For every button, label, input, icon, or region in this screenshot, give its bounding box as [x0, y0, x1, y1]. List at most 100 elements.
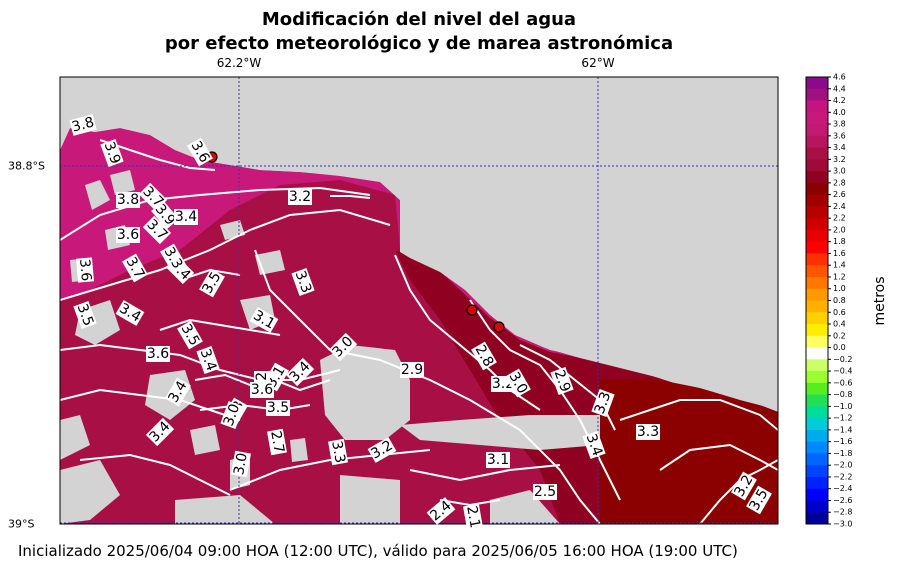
lon-tick-62w: 62°W: [581, 56, 615, 70]
contour-label-background: [486, 452, 510, 468]
contour-label-text: 3.4: [583, 432, 606, 458]
colorbar-swatch: [806, 465, 828, 478]
station-marker-2[interactable]: [466, 304, 478, 316]
contour-label: 3.0: [231, 450, 251, 478]
contour-label-background: [145, 417, 175, 447]
contour-label: 3.3: [636, 424, 660, 440]
colorbar-tick-label: 0.2: [833, 331, 846, 340]
title-line-2: por efecto meteorológico y de marea astr…: [164, 33, 674, 54]
colorbar-tick-label: −0.8: [833, 390, 852, 399]
contour-label-background: [400, 362, 424, 378]
contour-label: 3.8: [116, 192, 140, 208]
colorbar-tick-label: 2.8: [833, 178, 846, 187]
contour-label-background: [196, 345, 220, 375]
colorbar-swatch: [806, 229, 828, 243]
colorbar-tick-label: −2.0: [833, 461, 852, 470]
contour-label-text: 2.5: [534, 484, 556, 500]
contour-label: 3.3: [591, 388, 615, 418]
contour-label-text: 3.0: [221, 402, 244, 428]
contour-label: 3.5: [266, 400, 290, 416]
contour-label-background: [463, 503, 483, 531]
colorbar-tick-label: −1.0: [833, 402, 852, 411]
colorbar-tick-label: −2.2: [833, 472, 852, 481]
colorbar-tick-label: 0.4: [833, 320, 846, 329]
map-frame: [59, 76, 779, 525]
colorbar-swatch: [806, 276, 828, 290]
contour-label-background: [177, 320, 203, 350]
colorbar-tick-label: −1.8: [833, 449, 852, 458]
colorbar-swatch: [806, 124, 828, 137]
colorbar-tick-label: 2.2: [833, 214, 846, 223]
colorbar-label: metros: [872, 276, 888, 326]
contour-label-text: 3.1: [487, 452, 509, 468]
colorbar-swatch: [806, 88, 828, 102]
contour-label: 2.9: [400, 362, 424, 378]
contour-label-background: [73, 300, 97, 330]
contour-label-text: 2.9: [551, 368, 574, 394]
contour-label: 3.6: [250, 382, 274, 398]
colorbar-swatch: [806, 265, 828, 278]
colorbar-swatch: [806, 324, 828, 337]
colorbar-swatch: [806, 476, 828, 490]
station-marker-3[interactable]: [493, 321, 505, 333]
lat-tick-38-8s: 38.8°S: [8, 159, 45, 173]
contour-label-background: [285, 357, 315, 387]
contour-label-text: 3.3: [637, 424, 659, 440]
colorbar-tick-label: −3.0: [833, 520, 852, 529]
colorbar-tick-label: 2.6: [833, 190, 846, 199]
title-line-1: Modificación del nivel del agua: [261, 9, 577, 30]
colorbar-tick-label: 3.0: [833, 167, 846, 176]
colorbar-swatch: [806, 394, 828, 407]
colorbar-tick-label: −2.4: [833, 484, 852, 493]
contour-label-background: [116, 227, 140, 243]
colorbar-tick-label: 3.2: [833, 155, 846, 164]
contour-label-text: 3.4: [175, 209, 197, 225]
colorbar-swatch: [806, 312, 828, 325]
colorbar-swatch: [806, 194, 828, 207]
colorbar-swatch: [806, 453, 828, 466]
contour-label: 2.7: [267, 428, 287, 456]
contour-label-text: 3.2: [289, 189, 311, 205]
lat-tick-39s: 39°S: [8, 517, 35, 531]
colorbar-swatch: [806, 429, 828, 443]
contour-label-background: [220, 400, 244, 430]
colorbar-swatch: [806, 288, 828, 301]
colorbar-tick-label: 0.8: [833, 296, 846, 305]
colorbar-tick-label: −1.6: [833, 437, 852, 446]
contour-label-background: [69, 114, 97, 136]
colorbar-tick-label: 1.6: [833, 249, 846, 258]
colorbar: 4.6 4.4 4.2 4.0 3.8 3.6 3.4 3.2 3.0 2.8 2.6 2.4 2.2 2…: [805, 73, 852, 529]
colorbar-tick-label: 1.2: [833, 272, 846, 281]
contour-label-background: [250, 382, 274, 398]
colorbar-swatch: [806, 488, 828, 501]
contour-label: 2.9: [550, 366, 574, 396]
colorbar-tick-label: 1.0: [833, 284, 846, 293]
colorbar-swatch: [806, 347, 828, 360]
colorbar-swatch: [806, 441, 828, 454]
colorbar-tick-label: −2.8: [833, 508, 852, 517]
colorbar-tick-label: −1.4: [833, 425, 852, 434]
colorbar-swatch: [806, 218, 828, 231]
colorbar-tick-label: 1.8: [833, 237, 846, 246]
colorbar-swatch: [806, 206, 828, 219]
contour-label: 3.0: [220, 400, 244, 430]
contour-label-text: 2.1: [463, 505, 483, 530]
colorbar-swatch: [806, 300, 828, 313]
contour-label-background: [731, 471, 757, 501]
colorbar-swatch: [806, 100, 828, 113]
validity-footer: Inicializado 2025/06/04 09:00 HOA (12:00…: [18, 542, 738, 560]
contour-label-background: [116, 192, 140, 208]
contour-label: 3.4: [196, 345, 220, 375]
contour-label: 3.3: [328, 438, 348, 466]
contour-label-background: [174, 209, 198, 225]
colorbar-swatch: [806, 171, 828, 184]
contour-label-text: 2.9: [401, 362, 423, 378]
contour-label: 3.4: [174, 209, 198, 225]
colorbar-tick-label: 0.6: [833, 308, 846, 317]
colorbar-tick-label: −0.2: [833, 355, 852, 364]
contour-label-background: [142, 215, 172, 245]
colorbar-swatch: [806, 112, 828, 125]
colorbar-swatch: [806, 241, 828, 254]
contour-label-text: 3.4: [197, 347, 220, 373]
contour-label-background: [505, 368, 531, 398]
